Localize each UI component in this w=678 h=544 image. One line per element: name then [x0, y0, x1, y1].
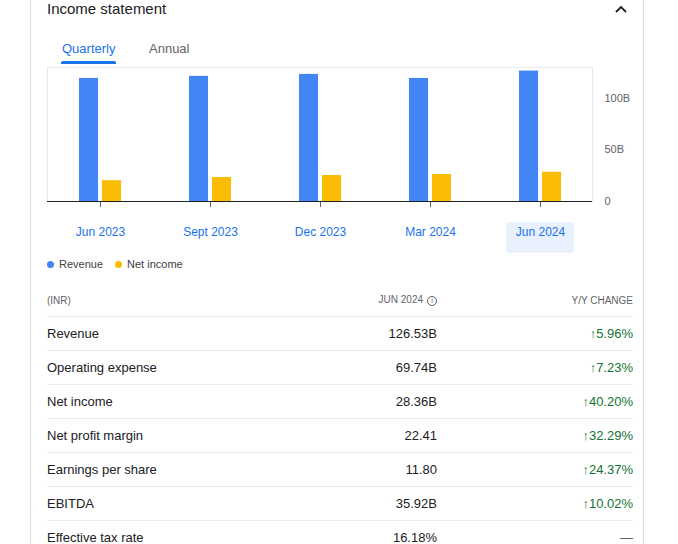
- html-text:i: i: [431, 296, 433, 304]
- html-text:35.92B: 35.92B: [395, 496, 437, 511]
- html-text:126.53B: 126.53B: [388, 326, 437, 341]
- svg-text:Sept 2023: Sept 2023: [183, 225, 238, 239]
- svg-text:Jun 2023: Jun 2023: [76, 225, 126, 239]
- html-text:↑5.96%: ↑5.96%: [589, 326, 633, 341]
- html-text:↑40.20%: ↑40.20%: [582, 394, 633, 409]
- svg-text:50B: 50B: [605, 143, 625, 155]
- html-text:Net profit margin: Net profit margin: [47, 428, 144, 443]
- html-text:↑7.23%: ↑7.23%: [589, 360, 633, 375]
- html-text:Net income: Net income: [47, 394, 113, 409]
- svg-text:Mar 2024: Mar 2024: [405, 225, 456, 239]
- html-text:Operating expense: Operating expense: [47, 360, 157, 375]
- html-text:Quarterly: Quarterly: [62, 41, 116, 56]
- html-text:16.18%: 16.18%: [392, 530, 437, 544]
- html-text:JUN 2024: JUN 2024: [378, 294, 423, 306]
- html-text:69.74B: 69.74B: [395, 360, 437, 375]
- html-text:Income statement: Income statement: [47, 0, 167, 17]
- svg-text:Dec 2023: Dec 2023: [295, 225, 347, 239]
- html-text:Annual: Annual: [149, 41, 190, 56]
- html-text:(INR): (INR): [47, 294, 71, 306]
- html-text:Earnings per share: Earnings per share: [47, 462, 157, 477]
- html-text:↑24.37%: ↑24.37%: [582, 462, 633, 477]
- svg-text:0: 0: [605, 195, 611, 207]
- html-text:↑32.29%: ↑32.29%: [582, 428, 633, 443]
- html-text:Revenue: Revenue: [59, 258, 103, 270]
- html-text:22.41: 22.41: [404, 428, 437, 443]
- html-text:Revenue: Revenue: [47, 326, 99, 341]
- svg-text:Jun 2024: Jun 2024: [516, 225, 566, 239]
- html-text:Effective tax rate: Effective tax rate: [47, 530, 144, 544]
- html-text:28.36B: 28.36B: [395, 394, 437, 409]
- svg-text:100B: 100B: [605, 92, 631, 104]
- html-text:Y/Y CHANGE: Y/Y CHANGE: [571, 294, 633, 306]
- html-text:EBITDA: EBITDA: [47, 496, 94, 511]
- html-text:Net income: Net income: [127, 258, 183, 270]
- html-text:↑10.02%: ↑10.02%: [582, 496, 633, 511]
- html-text:11.80: 11.80: [405, 462, 437, 477]
